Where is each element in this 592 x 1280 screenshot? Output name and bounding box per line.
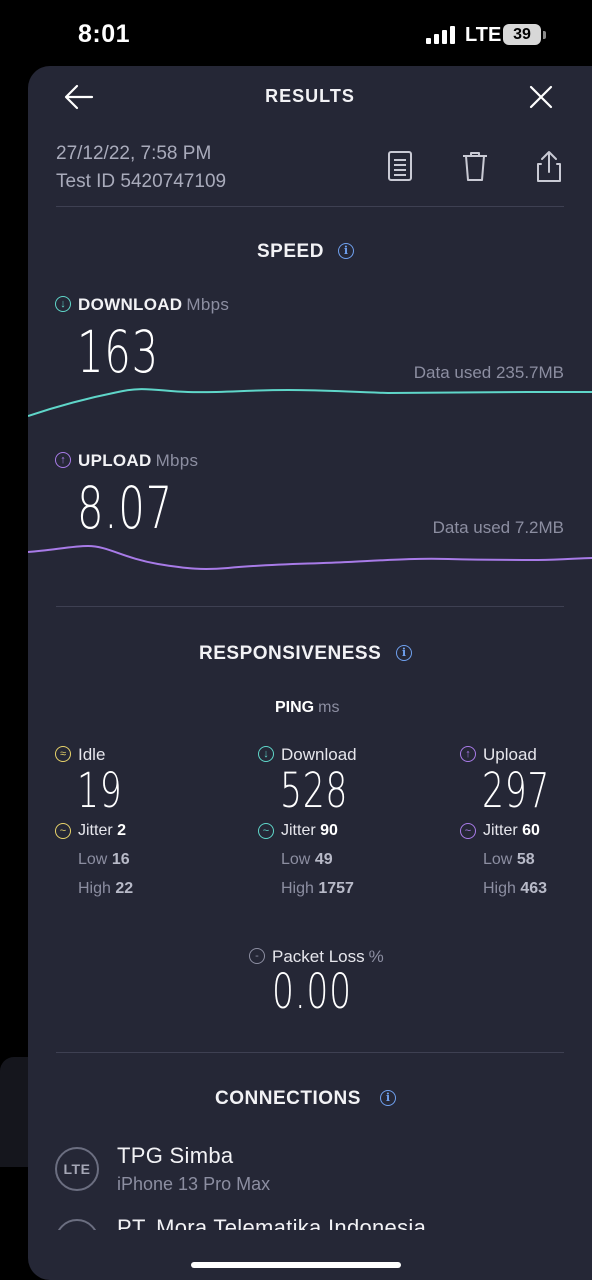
server-badge xyxy=(55,1219,99,1230)
arrow-left-icon[interactable] xyxy=(62,80,96,114)
status-time: 8:01 xyxy=(78,20,131,48)
jitter-icon: ~ xyxy=(55,823,71,839)
server-name[interactable]: PT. Mora Telematika Indonesia xyxy=(117,1215,427,1230)
upload-ping-label: Upload xyxy=(483,745,537,764)
download-ping-label: Download xyxy=(281,745,357,764)
divider xyxy=(56,1052,564,1053)
carrier-label: LTE xyxy=(465,24,502,46)
share-icon[interactable] xyxy=(534,150,564,184)
results-detail-icon[interactable] xyxy=(386,150,416,184)
upload-speed-graph xyxy=(28,544,592,570)
divider xyxy=(56,606,564,607)
upload-low: Low 58 xyxy=(483,851,535,868)
connection-row-clipped: PT. Mora Telematika Indonesia xyxy=(28,1211,592,1230)
jitter-icon: ~ xyxy=(258,823,274,839)
download-jitter: Jitter 90 xyxy=(281,822,338,839)
speed-title: SPEED xyxy=(257,241,324,262)
responsiveness-info-icon[interactable]: i xyxy=(396,645,412,661)
trash-icon[interactable] xyxy=(460,150,490,184)
responsiveness-title: RESPONSIVENESS xyxy=(199,643,382,664)
idle-jitter: Jitter 2 xyxy=(78,822,127,839)
download-ping-value: 528 xyxy=(280,763,349,819)
idle-icon: ≈ xyxy=(55,746,71,762)
idle-low: Low 16 xyxy=(78,851,130,868)
download-speed-value: 163 xyxy=(77,318,159,386)
test-id: Test ID 5420747109 xyxy=(56,171,227,192)
upload-ping-value: 297 xyxy=(482,763,551,819)
packet-loss-icon: - xyxy=(249,948,265,964)
download-label: DOWNLOAD Mbps xyxy=(78,295,230,314)
upload-data-used: Data used 7.2MB xyxy=(432,518,564,537)
packet-loss-value: 0.00 xyxy=(272,964,352,1020)
results-sheet: RESULTS 27/12/22, 7:58 PM Test ID 542074… xyxy=(28,66,592,1280)
page-title: RESULTS xyxy=(265,86,355,106)
upload-jitter: Jitter 60 xyxy=(483,822,540,839)
download-data-used: Data used 235.7MB xyxy=(413,363,564,382)
ping-label: PING ms xyxy=(275,699,340,716)
connections-info-icon[interactable]: i xyxy=(380,1090,396,1106)
upload-high: High 463 xyxy=(483,880,548,897)
download-low: Low 49 xyxy=(281,851,333,868)
jitter-icon: ~ xyxy=(460,823,476,839)
idle-high: High 22 xyxy=(78,880,134,897)
upload-speed-value: 8.07 xyxy=(77,474,173,542)
close-icon[interactable] xyxy=(524,80,558,114)
connection-name[interactable]: TPG Simba xyxy=(117,1143,234,1168)
test-datetime: 27/12/22, 7:58 PM xyxy=(56,143,212,164)
download-arrow-icon: ↓ xyxy=(55,296,71,312)
home-indicator xyxy=(191,1262,401,1268)
divider xyxy=(56,206,564,207)
speed-info-icon[interactable]: i xyxy=(338,243,354,259)
lte-badge: LTE xyxy=(55,1147,99,1191)
download-ping-icon: ↓ xyxy=(258,746,274,762)
download-high: High 1757 xyxy=(281,880,354,897)
battery-tip xyxy=(543,31,546,39)
status-bar: 8:01 LTE 39 xyxy=(0,0,592,66)
upload-ping-icon: ↑ xyxy=(460,746,476,762)
download-speed-graph xyxy=(28,388,592,417)
upload-label: UPLOAD Mbps xyxy=(78,451,199,470)
packet-loss-label: Packet Loss% xyxy=(272,947,384,966)
upload-arrow-icon: ↑ xyxy=(55,452,71,468)
idle-ping-value: 19 xyxy=(77,763,123,819)
connections-title: CONNECTIONS xyxy=(215,1088,361,1109)
connection-device: iPhone 13 Pro Max xyxy=(117,1174,271,1194)
idle-label: Idle xyxy=(78,745,106,764)
battery-icon: 39 xyxy=(503,24,541,45)
cellular-signal-icon xyxy=(426,26,455,44)
